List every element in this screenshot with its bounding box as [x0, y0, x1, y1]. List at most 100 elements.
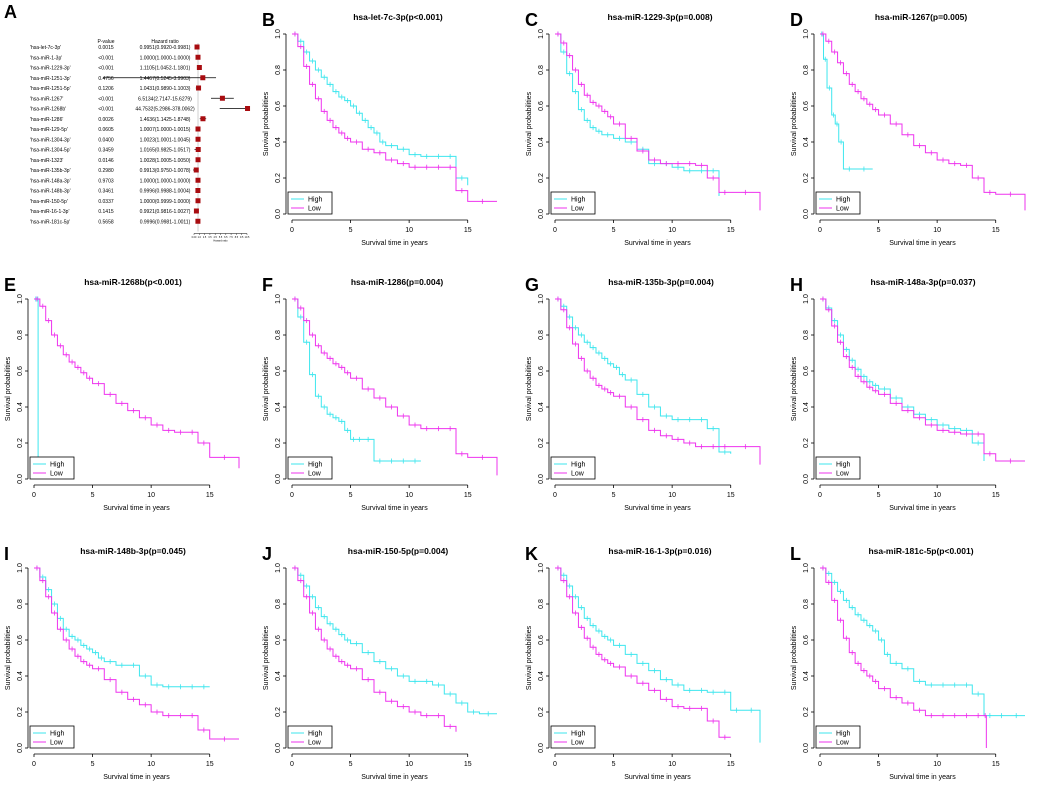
x-tick-label: 10 [668, 761, 676, 768]
forest-gene-label: 'hsa-miR-148a-3p' [30, 178, 71, 184]
forest-tick-label: 4.5 [214, 236, 218, 239]
panel-letter: I [4, 544, 9, 564]
x-axis-label: Survival time in years [624, 774, 691, 781]
forest-hr-text: 1.0028(1.0005-1.0050) [140, 158, 191, 164]
x-axis-label: Survival time in years [361, 774, 428, 781]
series-low-line [820, 33, 1026, 211]
series-low-line [555, 298, 761, 465]
forest-point [195, 157, 201, 163]
legend-label-high: High [50, 462, 65, 469]
series-high-line [292, 567, 497, 715]
forest-gene-label: 'hsa-miR-181c-5p' [30, 219, 70, 225]
forest-point [195, 54, 201, 60]
legend-label-low: Low [571, 206, 585, 213]
forest-gene-label: 'hsa-miR-1286' [30, 117, 63, 123]
forest-gene-label: 'hsa-miR-150-5p' [30, 199, 68, 205]
x-axis-label: Survival time in years [889, 505, 956, 512]
series-low-line [34, 567, 239, 740]
legend-label-high: High [308, 462, 323, 469]
series-high-line [555, 567, 761, 743]
y-tick-label: 0.8 [538, 599, 545, 609]
legend-label-high: High [50, 731, 65, 738]
y-tick-label: 0.4 [803, 671, 810, 681]
panel-letter: C [525, 10, 538, 30]
x-axis-label: Survival time in years [361, 240, 428, 247]
legend-label-high: High [836, 197, 851, 204]
x-axis-label: Survival time in years [889, 240, 956, 247]
x-axis-label: Survival time in years [103, 774, 170, 781]
forest-tick-label: 7.5 [229, 236, 233, 239]
x-tick-label: 10 [147, 761, 155, 768]
forest-gene-label: 'hsa-miR-129-5p' [30, 127, 68, 133]
panel-letter: B [262, 10, 275, 30]
forest-hr-text: 0.9996(0.9988-1.0004) [140, 189, 191, 195]
x-axis-label: Survival time in years [624, 505, 691, 512]
forest-hr-text: 0.9996(0.9981-1.0011) [140, 219, 191, 225]
y-tick-label: 0.8 [275, 599, 282, 609]
panel-letter: E [4, 275, 16, 295]
y-tick-label: 1.0 [17, 563, 24, 573]
forest-point [200, 116, 206, 122]
forest-point [195, 177, 201, 183]
x-tick-label: 10 [405, 761, 413, 768]
y-tick-label: 0.8 [538, 65, 545, 75]
forest-pvalue: 0.0015 [98, 45, 114, 51]
x-tick-label: 0 [32, 761, 36, 768]
legend-label-high: High [308, 197, 323, 204]
x-tick-label: 15 [206, 492, 214, 499]
forest-point [195, 218, 201, 224]
y-axis-label: Survival probabilities [5, 356, 12, 421]
y-axis-label: Survival probabilities [263, 625, 270, 690]
chart-title: hsa-miR-1229-3p(p=0.008) [607, 12, 712, 22]
y-tick-label: 0.8 [275, 65, 282, 75]
x-tick-label: 15 [992, 227, 1000, 234]
y-tick-label: 0.6 [803, 366, 810, 376]
x-tick-label: 0 [818, 227, 822, 234]
forest-hr-text: 1.4467(0.5245-3.9903) [140, 76, 191, 82]
legend-label-low: Low [571, 471, 585, 478]
panel-letter: J [262, 544, 272, 564]
legend-label-low: Low [50, 471, 64, 478]
series-low-line [292, 298, 498, 476]
forest-point [193, 167, 199, 173]
chart-title: hsa-miR-148b-3p(p=0.045) [80, 546, 186, 556]
forest-hr-text: 1.0000(0.9999-1.0000) [140, 199, 191, 205]
y-tick-label: 0.8 [803, 330, 810, 340]
chart-title: hsa-miR-135b-3p(p=0.004) [608, 277, 714, 287]
y-tick-label: 1.0 [803, 563, 810, 573]
forest-pvalue: 0.4756 [98, 76, 114, 82]
y-axis-label: Survival probabilities [526, 91, 533, 156]
forest-pvalue: 0.1206 [98, 86, 114, 92]
y-tick-label: 0.6 [17, 366, 24, 376]
x-tick-label: 5 [91, 492, 95, 499]
forest-pvalue: 0.0337 [98, 199, 114, 205]
y-axis-label: Survival probabilities [526, 356, 533, 421]
forest-hr-text: 6.5134(2.7147-15.6279) [138, 96, 192, 102]
y-tick-label: 0.6 [803, 635, 810, 645]
x-tick-label: 15 [992, 492, 1000, 499]
series-high-line [820, 298, 985, 461]
y-tick-label: 0.6 [538, 366, 545, 376]
forest-gene-label: 'hsa-let-7c-3p' [30, 45, 61, 51]
y-tick-label: 1.0 [275, 294, 282, 304]
forest-gene-label: 'hsa-miR-1229-3p' [30, 66, 71, 72]
forest-gene-label: 'hsa-miR-135b-3p' [30, 168, 71, 174]
legend-label-high: High [836, 731, 851, 738]
y-tick-label: 0.0 [538, 474, 545, 484]
forest-hr-text: 1.0023(1.0001-1.0045) [140, 137, 191, 143]
x-tick-label: 5 [349, 761, 353, 768]
panel-letter: K [525, 544, 538, 564]
x-tick-label: 5 [877, 227, 881, 234]
series-high-line [820, 33, 873, 170]
forest-gene-label: 'hsa-miR-1267' [30, 96, 63, 102]
legend-label-low: Low [50, 740, 64, 747]
forest-hr-text: 0.9913(0.9750-1.0078) [140, 168, 191, 174]
forest-hr-text: 1.0165(0.9825-1.0517) [140, 148, 191, 154]
panel-letter: A [4, 2, 17, 22]
forest-gene-label: 'hsa-miR-1323' [30, 158, 63, 164]
chart-title: hsa-miR-150-5p(p=0.004) [348, 546, 449, 556]
